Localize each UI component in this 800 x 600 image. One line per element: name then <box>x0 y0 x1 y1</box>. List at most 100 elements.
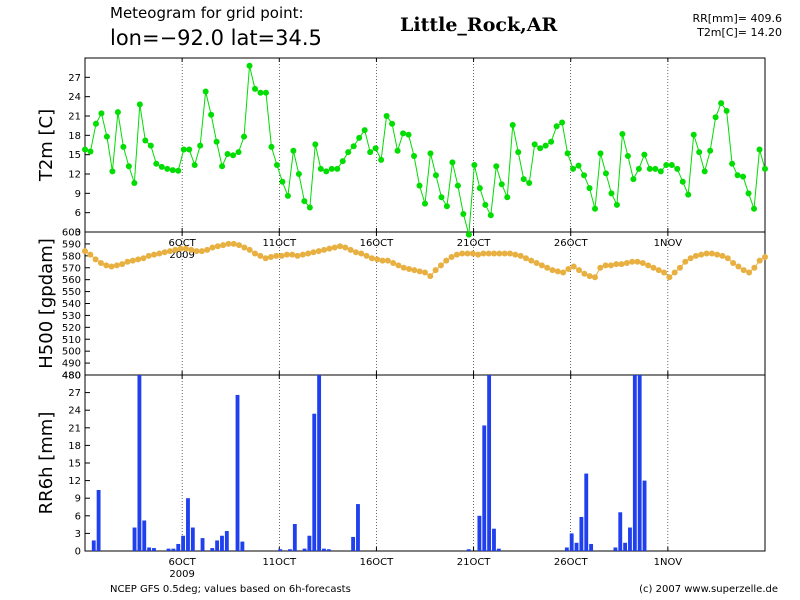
h500-data-point <box>252 250 258 257</box>
h500-data-point <box>565 265 572 272</box>
y-tick-label: 580 <box>62 251 81 262</box>
rr6h-bar <box>642 480 647 551</box>
h500-data-point <box>746 269 753 276</box>
t2m-data-point <box>98 110 105 117</box>
rr6h-bar <box>628 527 632 551</box>
h500-data-point <box>103 262 110 269</box>
t2m-data-point <box>751 205 758 212</box>
t2m-data-point <box>679 178 686 185</box>
rr6h-bar <box>132 527 137 551</box>
t2m-data-point <box>668 161 675 168</box>
h500-data-point <box>177 245 184 252</box>
h500-data-point <box>491 250 498 257</box>
t2m-data-point <box>586 185 593 192</box>
h500-data-point <box>374 256 381 263</box>
h500-data-point <box>528 257 535 264</box>
h500-data-point <box>352 249 359 256</box>
h500-data-point <box>533 259 540 266</box>
h500-data-point <box>762 254 768 261</box>
h500-data-point <box>156 250 163 257</box>
t2m-data-point <box>186 146 193 153</box>
total-precipitation-stat: RR[mm]= 409.6 <box>692 12 782 25</box>
t2m-data-point <box>515 149 522 156</box>
y-tick-label: 18 <box>68 441 81 452</box>
h500-data-point <box>416 268 423 275</box>
x-tick-label: 21OCT <box>457 238 492 249</box>
rr6h-bar <box>152 548 156 551</box>
h500-data-point <box>422 269 428 276</box>
t2m-data-point <box>301 198 308 205</box>
y-axis-title: T2m [C] <box>36 109 57 182</box>
t2m-data-point <box>82 146 88 153</box>
t2m-data-point <box>268 143 275 150</box>
t2m-data-point <box>246 62 253 69</box>
h500-data-point <box>411 267 418 274</box>
t2m-data-point <box>690 131 697 138</box>
t2m-data-point <box>306 204 313 211</box>
t2m-data-point <box>553 123 560 130</box>
y-tick-label: 480 <box>62 371 81 382</box>
h500-data-point <box>363 252 370 259</box>
h500-data-point <box>522 255 529 262</box>
h500-data-point <box>342 244 349 251</box>
h500-data-point <box>135 256 142 263</box>
t2m-data-point <box>718 100 725 107</box>
rr6h-bar <box>181 535 186 551</box>
rr6h-bar <box>632 375 637 551</box>
x-tick-label: 1NOV <box>654 238 683 249</box>
t2m-data-point <box>273 161 280 168</box>
rr6h-bar <box>190 527 195 551</box>
rr6h-bar <box>166 548 171 551</box>
h500-data-point <box>634 258 641 265</box>
x-tick-label: 21OCT <box>457 557 492 568</box>
y-tick-label: 6 <box>75 511 81 522</box>
t2m-data-point <box>164 165 171 172</box>
y-tick-label: 3 <box>75 529 81 540</box>
h500-data-point <box>209 244 216 251</box>
y-tick-label: 6 <box>75 208 81 219</box>
h500-data-point <box>485 250 492 257</box>
h500-data-point <box>406 265 413 272</box>
t2m-data-point <box>504 194 511 201</box>
y-tick-label: 480 <box>62 371 81 382</box>
t2m-data-point <box>405 131 412 138</box>
t2m-data-point <box>219 163 226 170</box>
rr6h-bar <box>220 535 224 551</box>
rr6h-bar <box>623 542 628 551</box>
rr6h-bar <box>171 548 176 551</box>
rr6h-bar <box>569 533 574 551</box>
t2m-data-point <box>230 152 237 159</box>
rr6h-bar <box>564 547 569 551</box>
x-tick-label: 26OCT <box>554 557 589 568</box>
h500-data-point <box>87 251 94 258</box>
h500-data-point <box>560 269 567 276</box>
h500-data-point <box>315 248 322 255</box>
rr6h-bar <box>147 547 152 551</box>
t2m-data-point <box>345 149 352 156</box>
rr6h-bar <box>356 504 360 551</box>
rr6h-bar <box>487 375 492 551</box>
t2m-data-point <box>707 147 714 154</box>
h500-data-point <box>113 262 120 269</box>
t2m-data-point <box>438 194 445 201</box>
t2m-data-point <box>712 114 719 121</box>
h500-data-point <box>241 244 248 251</box>
rr6h-bar <box>288 549 292 551</box>
y-tick-label: 530 <box>62 311 81 322</box>
t2m-data-point <box>608 190 615 197</box>
t2m-data-point <box>624 152 631 159</box>
y-tick-label: 24 <box>68 406 81 417</box>
h500-data-point <box>692 252 699 259</box>
data-source-note: NCEP GFS 0.5deg; values based on 6h-fore… <box>110 584 351 595</box>
rr6h-bar <box>224 531 229 551</box>
rr6h-bar <box>137 375 142 551</box>
rr6h-bar <box>589 543 594 551</box>
t2m-data-point <box>317 165 324 172</box>
t2m-data-point <box>509 122 516 129</box>
t2m-data-point <box>498 181 505 188</box>
t2m-data-point <box>224 151 231 158</box>
h500-data-point <box>278 252 285 259</box>
t2m-data-point <box>701 168 708 175</box>
h500-data-point <box>602 262 609 269</box>
y-tick-label: 24 <box>68 92 81 103</box>
